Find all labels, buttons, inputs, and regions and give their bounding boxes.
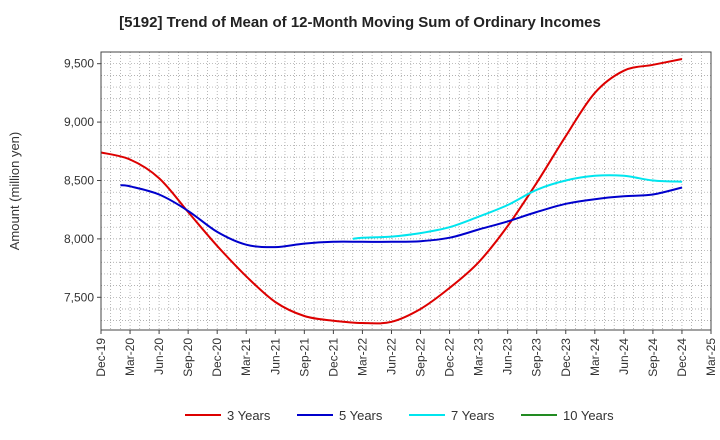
- y-tick-label: 8,500: [64, 173, 94, 187]
- x-tick-label: Dec-21: [326, 338, 340, 377]
- x-tick-label: Jun-23: [501, 338, 515, 375]
- plot-frame: [100, 51, 712, 331]
- y-tick-label: 9,000: [64, 115, 94, 129]
- legend-label: 7 Years: [451, 408, 495, 423]
- series-line-5-years: [120, 184, 683, 249]
- series-line-7-years: [352, 174, 683, 240]
- x-tick-label: Dec-19: [94, 338, 108, 377]
- y-axis-label: Amount (million yen): [7, 132, 22, 251]
- x-tick-label: Jun-21: [268, 338, 282, 375]
- x-tick-label: Mar-22: [355, 338, 369, 376]
- x-tick-label: Mar-23: [472, 338, 486, 376]
- legend-label: 5 Years: [339, 408, 383, 423]
- series-layer: [100, 58, 683, 325]
- x-tick-label: Sep-21: [297, 338, 311, 377]
- y-tick-label: 8,000: [64, 232, 94, 246]
- grid-lines: [101, 51, 711, 330]
- x-axis: Dec-19 Mar-20 Jun-20 Sep-20 Dec-20 Mar-21 Jun-…: [94, 330, 718, 377]
- series-line-3-years: [100, 58, 683, 325]
- legend-label: 10 Years: [563, 408, 614, 423]
- x-tick-label: Jun-20: [152, 338, 166, 375]
- chart-title: [5192] Trend of Mean of 12-Month Moving …: [119, 14, 601, 31]
- y-axis: 7,500 8,000 8,500 9,000 9,500: [64, 57, 101, 304]
- y-tick-label: 7,500: [64, 290, 94, 304]
- x-tick-label: Dec-24: [675, 338, 689, 377]
- x-tick-label: Dec-20: [210, 338, 224, 377]
- legend-label: 3 Years: [227, 408, 271, 423]
- x-tick-label: Mar-24: [588, 338, 602, 376]
- x-tick-label: Mar-20: [123, 338, 137, 376]
- x-tick-label: Dec-22: [443, 338, 457, 377]
- x-tick-label: Mar-25: [704, 338, 718, 376]
- x-tick-label: Sep-20: [181, 338, 195, 377]
- legend: 3 Years 5 Years 7 Years 10 Years: [185, 408, 614, 423]
- x-tick-label: Sep-24: [646, 338, 660, 377]
- x-tick-label: Dec-23: [559, 338, 573, 377]
- x-tick-label: Jun-22: [384, 338, 398, 375]
- plot-background: [101, 52, 711, 330]
- y-tick-label: 9,500: [64, 57, 94, 71]
- x-tick-label: Sep-22: [414, 338, 428, 377]
- x-tick-label: Sep-23: [530, 338, 544, 377]
- x-tick-label: Jun-24: [617, 338, 631, 375]
- x-tick-label: Mar-21: [239, 338, 253, 376]
